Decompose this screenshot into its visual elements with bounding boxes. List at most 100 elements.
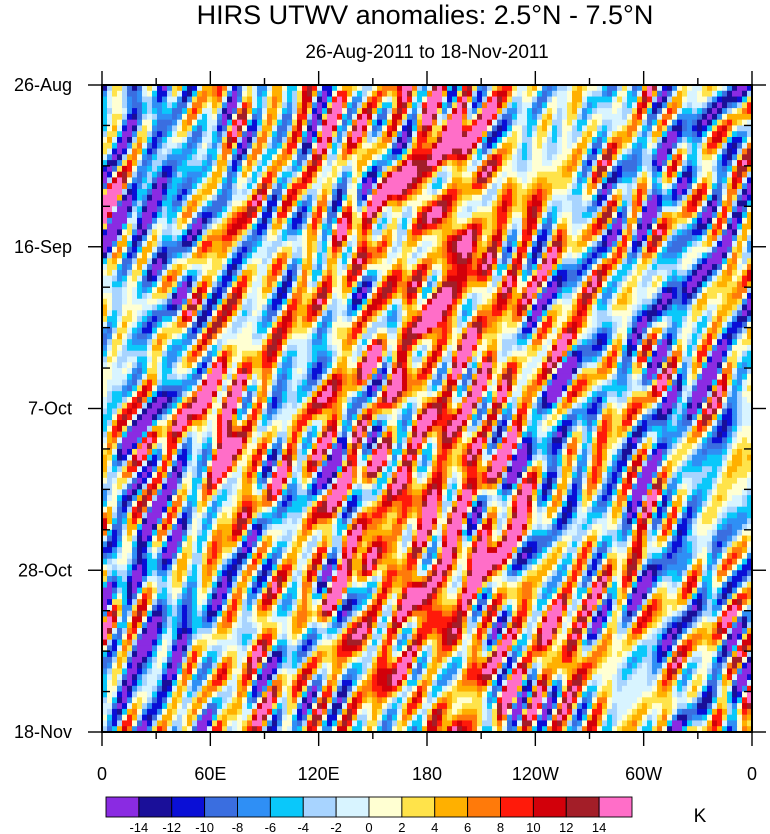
- heatmap-cell: [347, 252, 353, 259]
- heatmap-cell: [517, 194, 523, 202]
- heatmap-cell: [297, 206, 303, 213]
- heatmap-cell: [427, 85, 433, 92]
- heatmap-cell: [637, 275, 643, 283]
- heatmap-cell: [697, 125, 703, 132]
- heatmap-cell: [502, 287, 508, 294]
- heatmap-cell: [487, 281, 493, 288]
- heatmap-cell: [237, 102, 243, 109]
- heatmap-cell: [722, 102, 728, 109]
- heatmap-cell: [432, 142, 438, 150]
- heatmap-cell: [602, 258, 608, 265]
- heatmap-cell: [342, 281, 348, 288]
- heatmap-cell: [167, 344, 173, 352]
- heatmap-cell: [467, 258, 473, 265]
- heatmap-cell: [172, 113, 178, 121]
- heatmap-cell: [207, 171, 213, 179]
- heatmap-cell: [237, 96, 243, 103]
- heatmap-cell: [307, 200, 313, 207]
- heatmap-cell: [202, 304, 208, 311]
- heatmap-cell: [632, 85, 638, 92]
- heatmap-cell: [172, 252, 178, 259]
- heatmap-cell: [342, 275, 348, 283]
- heatmap-cell: [707, 148, 713, 155]
- heatmap-cell: [182, 96, 188, 103]
- heatmap-cell: [417, 108, 423, 115]
- heatmap-cell: [312, 264, 318, 271]
- heatmap-cell: [292, 125, 298, 132]
- heatmap-cell: [292, 321, 298, 329]
- heatmap-cell: [387, 223, 398, 231]
- heatmap-cell: [492, 223, 498, 231]
- heatmap-cell: [112, 171, 118, 179]
- heatmap-cell: [647, 96, 653, 103]
- heatmap-cell: [252, 304, 258, 311]
- heatmap-cell: [247, 310, 253, 317]
- heatmap-cell: [592, 258, 598, 265]
- heatmap-cell: [432, 183, 443, 190]
- heatmap-cell: [317, 119, 323, 127]
- heatmap-cell: [267, 252, 273, 259]
- heatmap-cell: [707, 183, 713, 190]
- heatmap-cell: [407, 223, 413, 231]
- heatmap-cell: [372, 85, 378, 92]
- heatmap-cell: [687, 194, 693, 202]
- heatmap-cell: [357, 171, 363, 179]
- heatmap-cell: [197, 246, 203, 254]
- heatmap-cell: [142, 310, 148, 317]
- heatmap-cell: [702, 258, 708, 265]
- heatmap-cell: [382, 217, 388, 225]
- heatmap-cell: [727, 212, 733, 219]
- heatmap-cell: [237, 148, 243, 155]
- heatmap-cell: [417, 316, 423, 323]
- heatmap-cell: [232, 188, 238, 196]
- heatmap-cell: [642, 258, 648, 265]
- heatmap-cell: [637, 246, 643, 254]
- heatmap-cell: [552, 327, 558, 335]
- heatmap-cell: [187, 229, 193, 236]
- heatmap-cell: [342, 246, 348, 254]
- heatmap-cell: [557, 136, 563, 144]
- heatmap-cell: [242, 264, 248, 271]
- heatmap-cell: [737, 217, 743, 225]
- heatmap-cell: [162, 258, 168, 265]
- heatmap-cell: [272, 113, 278, 121]
- heatmap-cell: [642, 113, 648, 121]
- heatmap-cell: [572, 183, 578, 190]
- heatmap-cell: [222, 171, 228, 179]
- heatmap-cell: [172, 229, 183, 236]
- heatmap-cell: [207, 292, 213, 300]
- heatmap-cell: [407, 183, 413, 190]
- heatmap-cell: [222, 264, 228, 271]
- heatmap-cell: [482, 108, 498, 115]
- heatmap-cell: [652, 229, 658, 236]
- heatmap-cell: [152, 90, 158, 98]
- heatmap-cell: [192, 96, 198, 103]
- heatmap-cell: [707, 108, 713, 115]
- heatmap-cell: [552, 344, 558, 352]
- heatmap-cell: [597, 287, 603, 294]
- heatmap-cell: [677, 119, 683, 127]
- heatmap-cell: [207, 165, 213, 173]
- heatmap-cell: [372, 229, 383, 236]
- heatmap-cell: [727, 246, 733, 254]
- heatmap-cell: [597, 240, 603, 248]
- heatmap-cell: [182, 125, 188, 132]
- heatmap-cell: [282, 171, 293, 179]
- heatmap-cell: [117, 235, 123, 242]
- heatmap-cell: [237, 206, 243, 213]
- heatmap-cell: [527, 90, 533, 98]
- heatmap-cell: [577, 235, 583, 242]
- heatmap-cell: [472, 102, 478, 109]
- heatmap-cell: [692, 344, 698, 352]
- heatmap-cell: [502, 316, 513, 323]
- heatmap-cell: [447, 206, 453, 213]
- heatmap-cell: [322, 96, 328, 103]
- heatmap-cell: [747, 327, 752, 335]
- heatmap-cell: [462, 344, 473, 352]
- heatmap-cell: [442, 229, 453, 236]
- heatmap-cell: [432, 258, 438, 265]
- heatmap-cell: [722, 264, 728, 271]
- heatmap-cell: [632, 258, 638, 265]
- heatmap-cell: [322, 131, 333, 138]
- heatmap-cell: [162, 327, 183, 335]
